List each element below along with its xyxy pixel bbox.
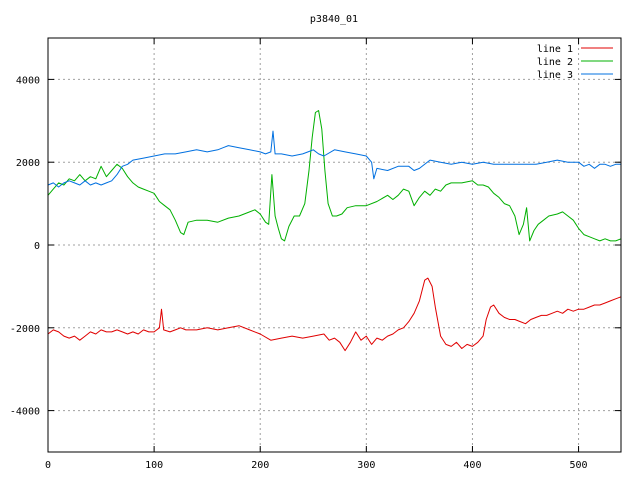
y-tick-label: -2000 — [10, 324, 40, 335]
legend-label-2: line 2 — [537, 57, 573, 68]
x-tick-label: 0 — [45, 460, 51, 471]
x-tick-label: 400 — [463, 460, 481, 471]
legend-label-3: line 3 — [537, 70, 573, 81]
series-line-3 — [47, 130, 621, 188]
legend-label-1: line 1 — [537, 44, 573, 55]
x-tick-label: 500 — [570, 460, 588, 471]
x-tick-label: 300 — [357, 460, 375, 471]
grid-lines — [48, 38, 621, 452]
x-tick-label: 100 — [145, 460, 163, 471]
y-tick-label: 4000 — [16, 75, 40, 86]
chart-title: p3840_01 — [310, 14, 358, 25]
series-line-2 — [47, 110, 622, 242]
plot-frame — [47, 37, 622, 453]
axes: 0 100 200 300 400 500 -4000 -2000 0 2000 4000 — [10, 38, 621, 471]
y-tick-label: 0 — [34, 241, 40, 252]
y-tick-label: 2000 — [16, 158, 40, 169]
y-tick-label: -4000 — [10, 407, 40, 418]
series-layer — [47, 110, 622, 352]
series-line-1 — [47, 277, 622, 352]
x-tick-label: 200 — [251, 460, 269, 471]
legend: line 1 line 2 line 3 — [537, 44, 613, 81]
